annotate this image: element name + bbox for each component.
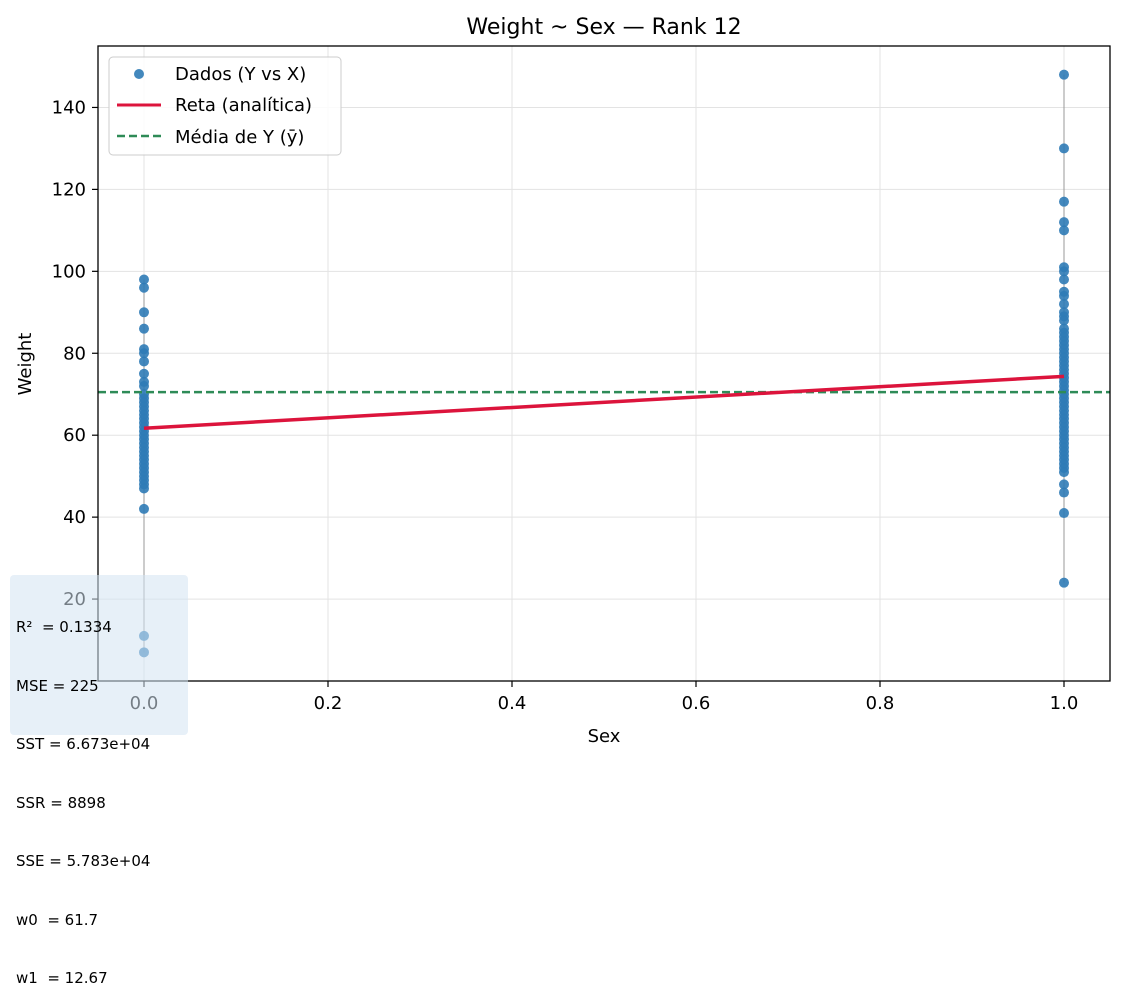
data-point [1059,508,1069,519]
y-tick-label: 140 [52,97,86,118]
stats-annotation-box: R² = 0.1334 MSE = 225 SST = 6.673e+04 SS… [10,575,188,987]
data-point [139,503,149,514]
data-point [1059,69,1069,80]
legend-marker-scatter [134,69,144,79]
stat-sse: SSE = 5.783e+04 [16,852,151,870]
stem-layer [143,74,1065,653]
regression-line [143,374,1065,430]
data-point [1059,299,1069,310]
legend-label-mean: Média de Y (ȳ) [175,127,304,148]
data-point [1059,479,1069,490]
scatter-chart: 0.00.20.40.60.81.020406080100120140 Weig… [15,15,1111,747]
data-point [1059,274,1069,285]
data-point [1059,290,1069,301]
legend-frame [108,56,342,156]
data-point [1059,196,1069,207]
plot-frame [97,45,1111,682]
legend-label-scatter: Dados (Y vs X) [175,64,306,85]
x-tick-label: 0.4 [498,693,527,714]
x-tick-label: 0.2 [314,693,343,714]
stat-w0: w0 = 61.7 [16,910,99,929]
data-point [1059,266,1069,277]
y-axis-label: Weight [15,333,36,396]
x-tick-label: 0.8 [866,693,895,714]
data-point [1059,577,1069,588]
data-point [1059,217,1069,228]
x-axis-label: Sex [588,726,621,747]
data-point [1059,487,1069,498]
stat-sst: SST = 6.673e+04 [16,735,151,753]
stat-r2: R² = 0.1334 [16,618,112,636]
data-point [139,368,149,379]
data-point [1059,315,1069,326]
data-point [139,282,149,293]
data-point [1059,467,1069,478]
data-point [139,274,149,285]
legend-label-line: Reta (analítica) [175,95,312,116]
chart-title: Weight ~ Sex — Rank 12 [466,15,741,40]
y-tick-label: 100 [52,261,86,282]
y-tick-label: 80 [63,343,86,364]
lines-layer [98,374,1110,430]
x-tick-label: 0.6 [682,693,711,714]
stat-mse: MSE = 225 [16,676,99,695]
y-tick-label: 60 [63,425,86,446]
data-point [1059,143,1069,154]
data-point [139,323,149,334]
data-point [139,381,149,392]
data-point [1059,225,1069,236]
y-tick-label: 40 [63,507,86,528]
points-layer [139,69,1069,658]
data-point [139,307,149,318]
stat-ssr: SSR = 8898 [16,793,106,812]
x-tick-label: 1.0 [1050,693,1079,714]
data-point [139,348,149,359]
data-point [139,356,149,367]
legend: Dados (Y vs X) Reta (analítica) Média de… [108,56,342,156]
data-point [139,483,149,494]
chart: 0.00.20.40.60.81.020406080100120140 Weig… [15,15,1111,747]
stat-w1: w1 = 12.67 [16,969,108,987]
y-tick-label: 120 [52,179,86,200]
